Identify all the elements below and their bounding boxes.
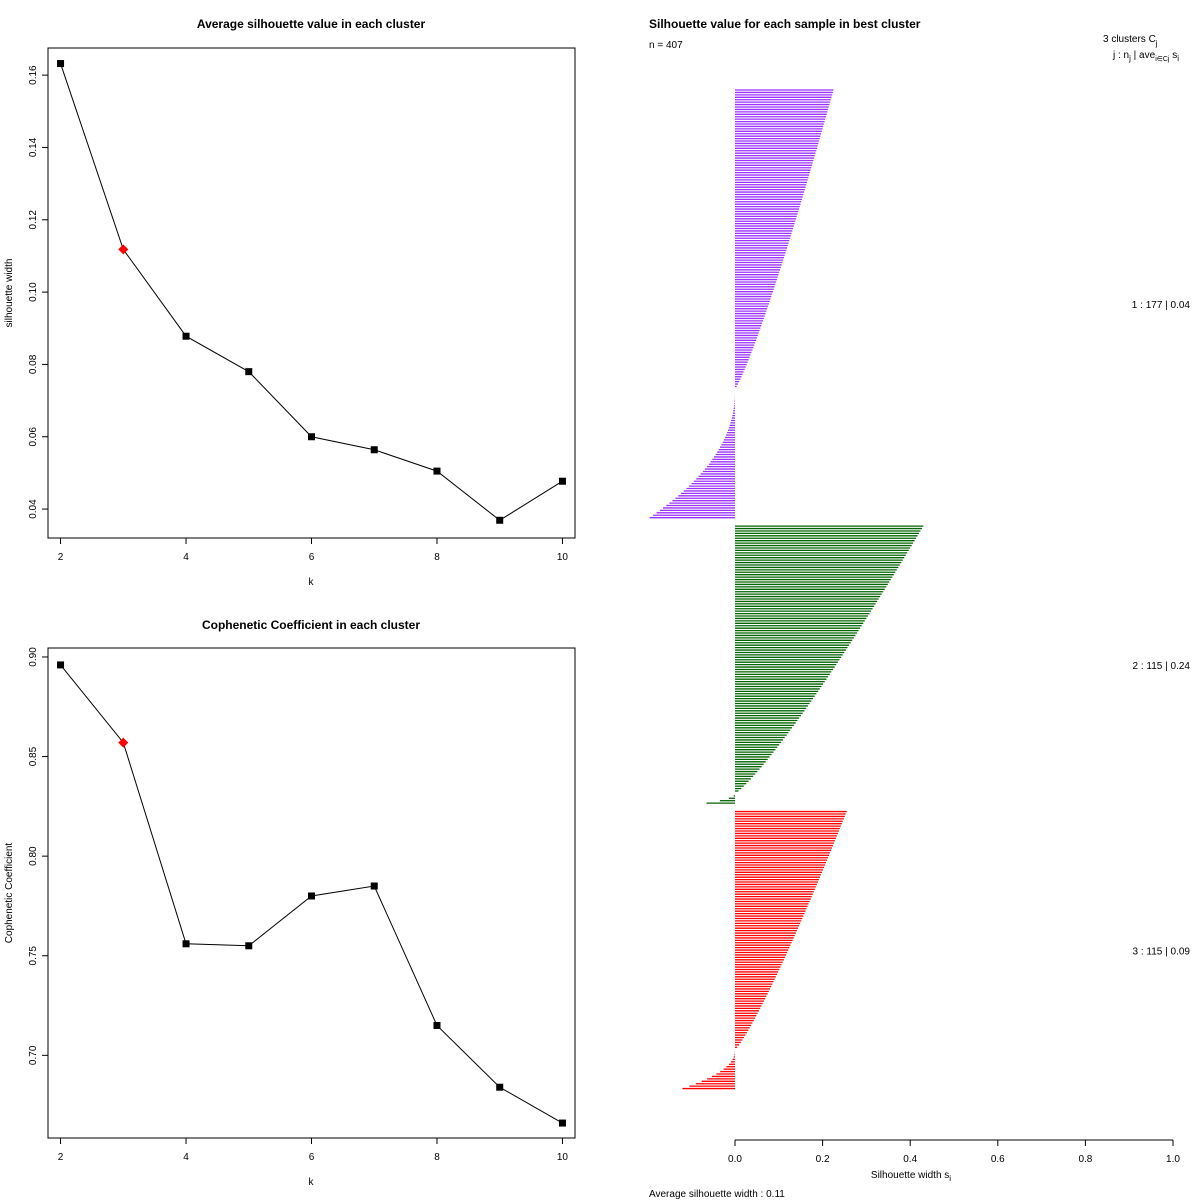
cophenetic-series [57,661,566,1127]
cluster-label-2: 2 : 115 | 0.24 [1133,661,1191,672]
p2-point [433,1021,441,1029]
silhouette-x-axis: 0.0 0.2 0.4 0.6 0.8 1.0 [728,1139,1180,1165]
p2-point [558,1119,566,1127]
p2-point [308,892,315,900]
avg-silhouette-panel: Average silhouette value in each cluster… [4,17,576,588]
p1-point [245,368,253,376]
cluster-label-3: 3 : 115 | 0.09 [1133,946,1191,957]
cophenetic-ylabel: Cophenetic Coefficient [4,843,15,944]
silhouette-xlabel-sub: i [949,1174,951,1183]
cophenetic-title: Cophenetic Coefficient in each cluster [202,618,420,632]
clusters-subheader-a: j : n [1112,50,1129,61]
p1-point [558,477,566,485]
clusters-header-sub: j [1155,39,1158,48]
avg-silhouette-title: Average silhouette value in each cluster [197,17,426,31]
clusters-header-main: 3 clusters C [1103,34,1156,45]
p1-line [60,63,563,521]
p2-x-tick-label: 2 [58,1152,64,1163]
p2-point [496,1083,504,1091]
silhouette-xlabel: Silhouette width si [871,1170,951,1183]
cophenetic-xlabel: k [309,1177,315,1188]
p1-point [496,516,504,524]
avg-silhouette-x-axis: 2 4 6 8 10 [58,537,569,563]
p1-x-tick-label: 8 [434,552,440,563]
clusters-subheader-b: | ave [1131,50,1156,61]
p1-best-k-point [118,244,129,255]
p2-x-tick-label: 4 [183,1152,189,1163]
avg-silhouette-y-axis: 0.04 0.06 0.08 0.10 0.12 0.14 0.16 [28,65,49,519]
p2-y-tick-label: 0.80 [28,846,39,866]
p2-y-tick-label: 0.70 [28,1045,39,1065]
p2-x-tick-label: 6 [309,1152,315,1163]
p1-y-tick-label: 0.16 [28,65,39,85]
clusters-subheader-a-sub: j [1128,54,1131,63]
p1-point [57,60,65,68]
clusters-subheader: j : nj | avei∈Cj si [1112,50,1179,63]
p1-x-tick-label: 6 [309,552,315,563]
p1-y-tick-label: 0.14 [28,137,39,157]
silhouette-x-tick-label: 0.0 [728,1154,742,1165]
silhouette-x-tick-label: 1.0 [1166,1154,1180,1165]
avg-silhouette-plot-box [47,47,576,539]
silhouette-x-tick-label: 0.2 [816,1154,830,1165]
avg-silhouette-xlabel: k [309,577,315,588]
clusters-subheader-c-sub: i [1177,54,1179,63]
clusters-subheader-b-sub: i∈Cj [1155,56,1170,63]
silhouette-bars [649,89,924,1090]
p2-point [57,661,65,669]
p2-point [245,942,253,950]
p2-point [182,940,190,948]
p1-point [433,467,441,475]
cophenetic-panel: Cophenetic Coefficient in each cluster 2… [4,618,576,1188]
p1-x-tick-label: 4 [183,552,189,563]
silhouette-xlabel-main: Silhouette width s [871,1170,949,1181]
p1-x-tick-label: 2 [58,552,64,563]
p2-best-k-point [118,737,129,748]
p2-x-tick-label: 8 [434,1152,440,1163]
p1-point [370,446,378,454]
p2-y-tick-label: 0.85 [28,746,39,766]
cluster-label-1: 1 : 177 | 0.04 [1132,300,1191,311]
cophenetic-y-axis: 0.70 0.75 0.80 0.85 0.90 [28,647,49,1065]
clusters-subheader-c: s [1169,50,1177,61]
p2-point [370,882,378,890]
clusters-header: 3 clusters Cj [1103,34,1158,48]
silhouette-x-tick-label: 0.6 [991,1154,1005,1165]
p1-y-tick-label: 0.06 [28,427,39,447]
p1-y-tick-label: 0.12 [28,210,39,230]
p1-point [182,332,190,340]
p2-y-tick-label: 0.75 [28,946,39,966]
silhouette-title: Silhouette value for each sample in best… [649,17,921,31]
p1-y-tick-label: 0.04 [28,499,39,519]
silhouette-x-tick-label: 0.8 [1078,1154,1092,1165]
avg-silhouette-width-note: Average silhouette width : 0.11 [649,1189,785,1200]
p2-x-tick-label: 10 [557,1152,569,1163]
p2-y-tick-label: 0.90 [28,647,39,667]
p1-point [308,433,315,441]
p1-x-tick-label: 10 [557,552,569,563]
sample-count-label: n = 407 [649,40,683,51]
avg-silhouette-ylabel: silhouette width [4,259,15,328]
cophenetic-x-axis: 2 4 6 8 10 [58,1137,569,1163]
silhouette-x-tick-label: 0.4 [903,1154,917,1165]
p1-y-tick-label: 0.10 [28,282,39,302]
p1-y-tick-label: 0.08 [28,354,39,374]
cluster-labels: 1 : 177 | 0.04 2 : 115 | 0.24 3 : 115 | 0.… [1132,300,1191,957]
avg-silhouette-series [57,60,566,524]
silhouette-plot-panel: Silhouette value for each sample in best… [649,17,1190,1200]
